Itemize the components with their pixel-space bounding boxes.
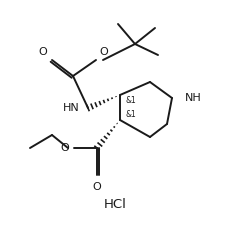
Text: NH: NH [184, 93, 201, 103]
Text: HCl: HCl [103, 198, 126, 212]
Text: HN: HN [63, 103, 80, 113]
Text: O: O [38, 47, 47, 57]
Text: O: O [60, 143, 69, 153]
Text: O: O [98, 47, 107, 57]
Text: &1: &1 [125, 96, 136, 105]
Text: &1: &1 [125, 110, 136, 119]
Text: O: O [92, 182, 101, 192]
